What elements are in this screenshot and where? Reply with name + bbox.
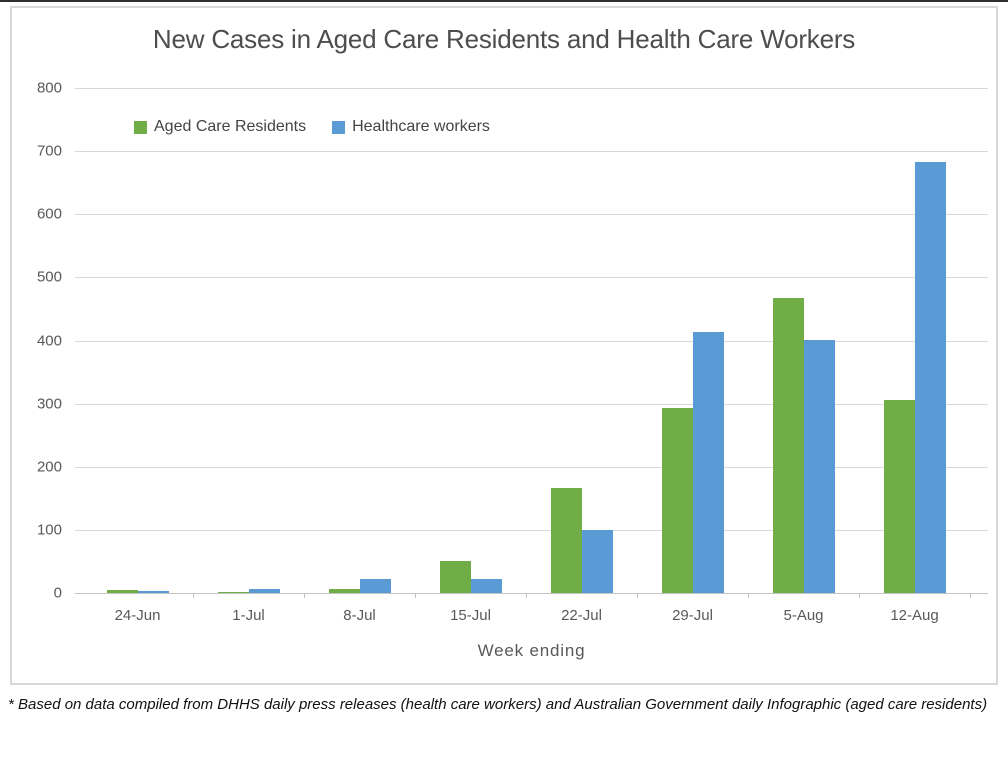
x-axis-tick-mark [415, 593, 416, 598]
legend-label: Healthcare workers [352, 118, 490, 135]
x-axis-tick-label: 15-Jul [450, 607, 491, 624]
y-axis-tick-label: 300 [36, 395, 62, 413]
y-axis-tick-label: 700 [36, 142, 62, 160]
page-top-border [0, 0, 1008, 2]
y-axis-tick-label: 500 [36, 268, 62, 286]
bar-aged-care-residents [328, 589, 360, 593]
bar-healthcare-workers [137, 591, 169, 593]
bar-healthcare-workers [359, 579, 391, 593]
x-axis-tick-label: 1-Jul [232, 607, 265, 624]
x-axis-tick-mark [748, 593, 749, 598]
x-axis-tick-mark [526, 593, 527, 598]
bar-group-22-jul [526, 88, 637, 593]
legend-label: Aged Care Residents [154, 118, 307, 135]
legend-swatch-icon [332, 120, 346, 134]
chart-title: New Cases in Aged Care Residents and Hea… [152, 24, 856, 54]
bar-group-5-aug [748, 88, 859, 593]
gridline [75, 403, 988, 405]
bar-group-29-jul [637, 88, 748, 593]
x-axis-tick-mark [637, 593, 638, 598]
y-axis-tick-label: 200 [36, 458, 62, 476]
x-axis-tick-label: 5-Aug [783, 607, 824, 624]
x-axis-title: Week ending [477, 641, 586, 660]
x-axis-tick-mark [859, 593, 860, 598]
y-axis-tick-label: 400 [36, 332, 62, 349]
x-axis-tick-label: 8-Jul [343, 607, 376, 624]
x-axis-tick-label: 29-Jul [672, 607, 713, 624]
x-axis-tick-label: 22-Jul [561, 607, 602, 624]
y-axis-tick-label: 600 [36, 205, 62, 223]
bar-group-15-jul [415, 88, 526, 593]
bar-aged-care-residents [550, 488, 582, 593]
legend-swatch-icon [134, 120, 147, 134]
source-footnote: * Based on data compiled from DHHS daily… [8, 696, 988, 713]
bar-aged-care-residents [439, 561, 471, 593]
bar-aged-care-residents [106, 590, 138, 593]
y-axis-tick-label: 0 [53, 584, 62, 602]
gridline [75, 151, 988, 153]
bar-healthcare-workers [248, 589, 280, 593]
bar-group-8-jul [304, 88, 415, 593]
bar-healthcare-workers [803, 340, 835, 593]
x-axis-tick-label: 12-Aug [890, 607, 939, 624]
x-axis-tick-mark [193, 593, 194, 598]
legend-item-aged-care-residents: Aged Care Residents [134, 118, 306, 136]
bar-aged-care-residents [883, 400, 915, 593]
x-axis-tick-mark [304, 593, 305, 598]
bar-aged-care-residents [661, 408, 693, 593]
gridline [75, 88, 988, 89]
bar-healthcare-workers [914, 162, 946, 593]
x-axis-tick-mark [970, 593, 971, 598]
gridline [75, 529, 988, 531]
gridline [75, 277, 988, 279]
y-axis-tick-label: 800 [36, 79, 62, 97]
bar-group-24-jun [82, 88, 193, 593]
gridline [75, 340, 988, 342]
bar-healthcare-workers [581, 530, 613, 593]
x-axis-line [75, 593, 988, 594]
chart-legend: Aged Care Residents Healthcare workers [134, 118, 490, 136]
legend-item-healthcare-workers: Healthcare workers [332, 118, 490, 136]
y-axis-tick-label: 100 [36, 521, 62, 539]
bar-healthcare-workers [470, 579, 502, 593]
bar-group-12-aug [859, 88, 970, 593]
bar-aged-care-residents [772, 298, 804, 593]
bar-healthcare-workers [692, 332, 724, 593]
bar-aged-care-residents [217, 592, 249, 593]
x-axis-tick-label: 24-Jun [114, 607, 161, 624]
gridline [75, 466, 988, 468]
bar-group-1-jul [193, 88, 304, 593]
gridline [75, 214, 988, 216]
